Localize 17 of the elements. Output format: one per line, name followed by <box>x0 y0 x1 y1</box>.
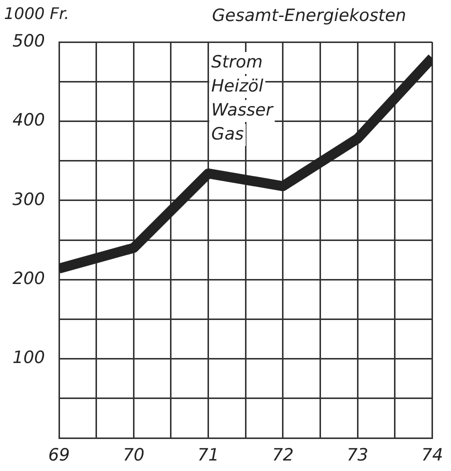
annotation: Strom <box>211 52 263 72</box>
x-tick-label: 70 <box>122 446 144 466</box>
y-tick-label: 500 <box>12 31 45 52</box>
chart-title: Gesamt-Energiekosten <box>212 6 406 26</box>
y-axis-title: 1000 Fr. <box>4 4 70 23</box>
y-tick-label: 400 <box>12 110 45 131</box>
y-tick-label: 100 <box>12 348 45 368</box>
annotation: Gas <box>211 124 244 144</box>
x-tick-label: 71 <box>197 446 220 466</box>
x-tick-label: 73 <box>346 446 368 466</box>
annotation: Wasser <box>211 100 274 120</box>
y-tick-label: 200 <box>12 269 45 290</box>
x-tick-label: 69 <box>48 446 70 466</box>
x-tick-label: 72 <box>272 446 294 466</box>
x-tick-label: 74 <box>421 446 444 466</box>
annotation: Heizöl <box>211 76 264 96</box>
y-tick-label: 300 <box>12 190 45 210</box>
